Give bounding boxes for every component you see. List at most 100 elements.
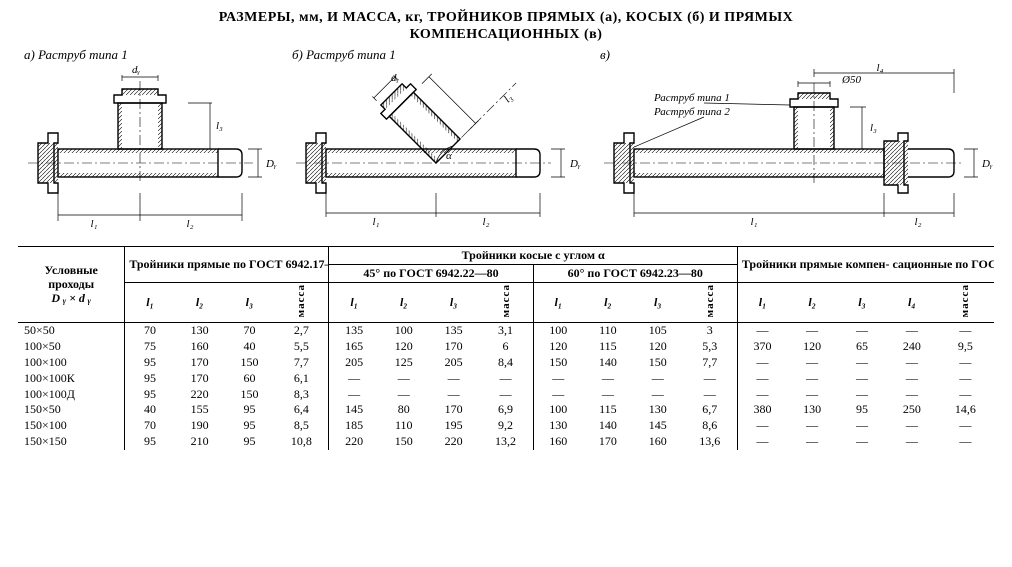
figure-a-caption: а) Раструб типа 1 xyxy=(24,47,278,63)
figure-a-svg: dᵧ l₁ l₂ l₃ Dᵧ xyxy=(18,63,278,233)
table-cell: 95 xyxy=(125,371,175,387)
table-cell: 60 xyxy=(225,371,275,387)
table-cell: — xyxy=(937,355,994,371)
table-cell: 100 xyxy=(379,323,429,339)
table-cell: — xyxy=(379,371,429,387)
table-cell: — xyxy=(887,387,937,403)
svg-text:Раструб типа 1: Раструб типа 1 xyxy=(653,92,730,104)
table-cell: 140 xyxy=(583,355,633,371)
table-cell: — xyxy=(787,323,837,339)
table-cell: 6 xyxy=(479,339,534,355)
table-cell: — xyxy=(937,371,994,387)
table-cell: — xyxy=(737,387,787,403)
table-cell: — xyxy=(887,323,937,339)
table-cell: 8,4 xyxy=(479,355,534,371)
table-cell: 160 xyxy=(633,434,683,450)
table-cell: — xyxy=(887,371,937,387)
table-cell: 105 xyxy=(633,323,683,339)
figures-row: а) Раструб типа 1 xyxy=(18,47,994,238)
table-cell: 195 xyxy=(429,418,479,434)
table-cell: — xyxy=(937,418,994,434)
table-cell: 120 xyxy=(787,339,837,355)
table-cell: 8,5 xyxy=(274,418,329,434)
hdr-c-l1: l₁ xyxy=(737,283,787,323)
table-cell: 6,9 xyxy=(479,402,534,418)
table-cell: 380 xyxy=(737,402,787,418)
table-cell: 10,8 xyxy=(274,434,329,450)
table-cell: 165 xyxy=(329,339,379,355)
table-cell: 150 xyxy=(225,355,275,371)
table-cell: 70 xyxy=(125,418,175,434)
table-cell: 80 xyxy=(379,402,429,418)
table-cell: 205 xyxy=(329,355,379,371)
table-cell: 130 xyxy=(175,323,225,339)
dimensions-table: Условные проходы D ᵧ × d ᵧ Тройники прям… xyxy=(18,246,994,450)
table-cell: 185 xyxy=(329,418,379,434)
table-cell: 2,7 xyxy=(274,323,329,339)
table-cell: 8,3 xyxy=(274,387,329,403)
hdr-b60-mass: масса xyxy=(683,283,738,323)
table-cell: 145 xyxy=(329,402,379,418)
table-cell: — xyxy=(479,387,534,403)
svg-text:Dᵧ: Dᵧ xyxy=(981,158,993,170)
table-cell: — xyxy=(837,434,887,450)
table-cell: — xyxy=(937,434,994,450)
table-cell: 170 xyxy=(175,371,225,387)
table-cell: 220 xyxy=(175,387,225,403)
table-cell: 120 xyxy=(379,339,429,355)
table-cell: 8,6 xyxy=(683,418,738,434)
figure-b: б) Раструб типа 1 xyxy=(286,47,586,238)
hdr-c-l4: l₄ xyxy=(887,283,937,323)
table-cell: 150 xyxy=(225,387,275,403)
table-cell: — xyxy=(737,323,787,339)
table-cell: — xyxy=(737,355,787,371)
table-cell: 110 xyxy=(379,418,429,434)
figure-a: а) Раструб типа 1 xyxy=(18,47,278,238)
table-cell: 120 xyxy=(533,339,583,355)
svg-text:Dᵧ: Dᵧ xyxy=(569,158,581,170)
table-cell: — xyxy=(887,434,937,450)
hdr-group-angled: Тройники косые с углом α xyxy=(329,247,737,265)
table-cell: 13,6 xyxy=(683,434,738,450)
hdr-c-l2: l₂ xyxy=(787,283,837,323)
hdr-group-straight: Тройники прямые по ГОСТ 6942.17—80 xyxy=(125,247,329,283)
row-label: 150×150 xyxy=(18,434,125,450)
table-row: 150×5040155956,4145801706,91001151306,73… xyxy=(18,402,994,418)
figure-b-svg: l₁ l₂ α Dᵧ l₃ dᵧ xyxy=(286,63,586,233)
table-cell: 140 xyxy=(583,418,633,434)
table-cell: — xyxy=(683,387,738,403)
hdr-c-mass: масса xyxy=(937,283,994,323)
table-cell: 170 xyxy=(429,402,479,418)
svg-text:l₁: l₁ xyxy=(373,216,380,228)
table-cell: 100 xyxy=(533,402,583,418)
table-cell: 70 xyxy=(225,323,275,339)
table-cell: 220 xyxy=(429,434,479,450)
table-cell: 250 xyxy=(887,402,937,418)
svg-text:l₂: l₂ xyxy=(915,216,922,228)
table-cell: 115 xyxy=(583,339,633,355)
table-cell: 370 xyxy=(737,339,787,355)
table-cell: — xyxy=(633,371,683,387)
hdr-b45-l2: l₂ xyxy=(379,283,429,323)
table-cell: — xyxy=(329,371,379,387)
table-cell: 100 xyxy=(533,323,583,339)
svg-text:l₁: l₁ xyxy=(91,218,98,230)
table-cell: 5,3 xyxy=(683,339,738,355)
hdr-group-comp: Тройники прямые компен- сационные по ГОС… xyxy=(737,247,994,283)
table-cell: 160 xyxy=(533,434,583,450)
table-cell: 210 xyxy=(175,434,225,450)
table-cell: — xyxy=(787,371,837,387)
table-body: 50×5070130702,71351001353,11001101053———… xyxy=(18,323,994,450)
figure-b-caption: б) Раструб типа 1 xyxy=(292,47,586,63)
table-cell: — xyxy=(533,387,583,403)
figure-c: в) xyxy=(594,47,994,238)
table-cell: — xyxy=(533,371,583,387)
svg-text:dᵧ: dᵧ xyxy=(132,64,141,76)
row-label: 50×50 xyxy=(18,323,125,339)
table-cell: — xyxy=(937,323,994,339)
table-cell: 170 xyxy=(429,339,479,355)
table-cell: 170 xyxy=(175,355,225,371)
table-cell: — xyxy=(737,434,787,450)
table-cell: 120 xyxy=(633,339,683,355)
table-cell: — xyxy=(683,371,738,387)
